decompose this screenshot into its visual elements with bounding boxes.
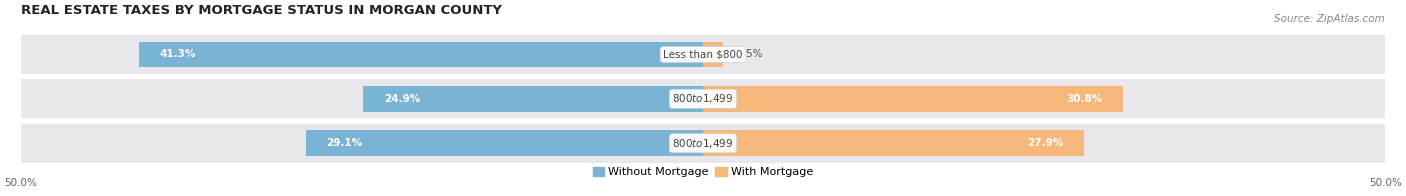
Bar bbox=[703, 42, 724, 67]
Bar bbox=[363, 86, 703, 112]
Bar bbox=[703, 86, 1123, 112]
Bar bbox=[21, 35, 1385, 74]
Bar bbox=[21, 79, 1385, 118]
Text: 24.9%: 24.9% bbox=[384, 94, 420, 104]
Text: 41.3%: 41.3% bbox=[160, 49, 197, 59]
Text: 1.5%: 1.5% bbox=[737, 49, 763, 59]
Bar bbox=[703, 130, 1084, 156]
Text: 27.9%: 27.9% bbox=[1026, 138, 1063, 148]
Text: Source: ZipAtlas.com: Source: ZipAtlas.com bbox=[1274, 14, 1385, 24]
Bar bbox=[139, 42, 703, 67]
Bar bbox=[21, 124, 1385, 163]
Text: REAL ESTATE TAXES BY MORTGAGE STATUS IN MORGAN COUNTY: REAL ESTATE TAXES BY MORTGAGE STATUS IN … bbox=[21, 4, 502, 17]
Text: 29.1%: 29.1% bbox=[326, 138, 363, 148]
Bar bbox=[307, 130, 703, 156]
Text: Less than $800: Less than $800 bbox=[664, 49, 742, 59]
Text: $800 to $1,499: $800 to $1,499 bbox=[672, 137, 734, 150]
Legend: Without Mortgage, With Mortgage: Without Mortgage, With Mortgage bbox=[588, 163, 818, 182]
Text: $800 to $1,499: $800 to $1,499 bbox=[672, 92, 734, 105]
Text: 30.8%: 30.8% bbox=[1067, 94, 1102, 104]
